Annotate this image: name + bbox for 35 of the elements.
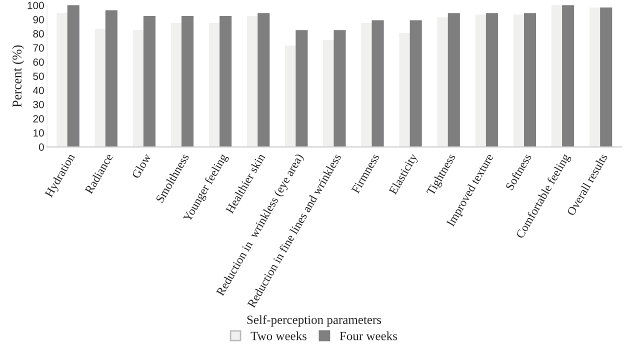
y-tick-label: 60 <box>33 58 44 66</box>
x-axis-title: Self-perception parameters <box>247 315 382 327</box>
legend-label: Four weeks <box>340 331 397 340</box>
bar <box>258 13 270 147</box>
y-tick-label: 90 <box>33 16 44 24</box>
bar <box>448 13 460 147</box>
bar <box>143 16 156 147</box>
bar <box>437 17 450 147</box>
bar <box>372 20 384 147</box>
y-tick-label: 30 <box>33 100 44 108</box>
bar <box>524 13 536 147</box>
y-tick-label: 100 <box>28 2 44 10</box>
bar <box>182 16 194 147</box>
y-tick-label: 70 <box>33 44 44 52</box>
legend-label: Two weeks <box>250 331 307 340</box>
bar <box>399 32 412 147</box>
bar <box>486 13 498 147</box>
bar <box>600 7 612 147</box>
y-tick-label: 20 <box>33 115 44 122</box>
bar <box>410 20 422 147</box>
y-tick-label: 10 <box>34 129 44 137</box>
y-axis-title: Percent (%) <box>12 45 24 108</box>
bar <box>220 16 232 147</box>
y-tick-label: 0 <box>38 143 44 151</box>
bar <box>361 23 374 147</box>
bar <box>296 30 308 147</box>
bar <box>67 5 80 147</box>
bar <box>562 5 574 147</box>
y-tick-label: 80 <box>33 30 44 38</box>
bar <box>94 28 107 147</box>
bar <box>334 30 346 147</box>
y-tick-label: 40 <box>32 86 44 94</box>
y-tick-label: 50 <box>33 72 44 80</box>
bar <box>105 10 118 147</box>
bar <box>56 13 69 147</box>
